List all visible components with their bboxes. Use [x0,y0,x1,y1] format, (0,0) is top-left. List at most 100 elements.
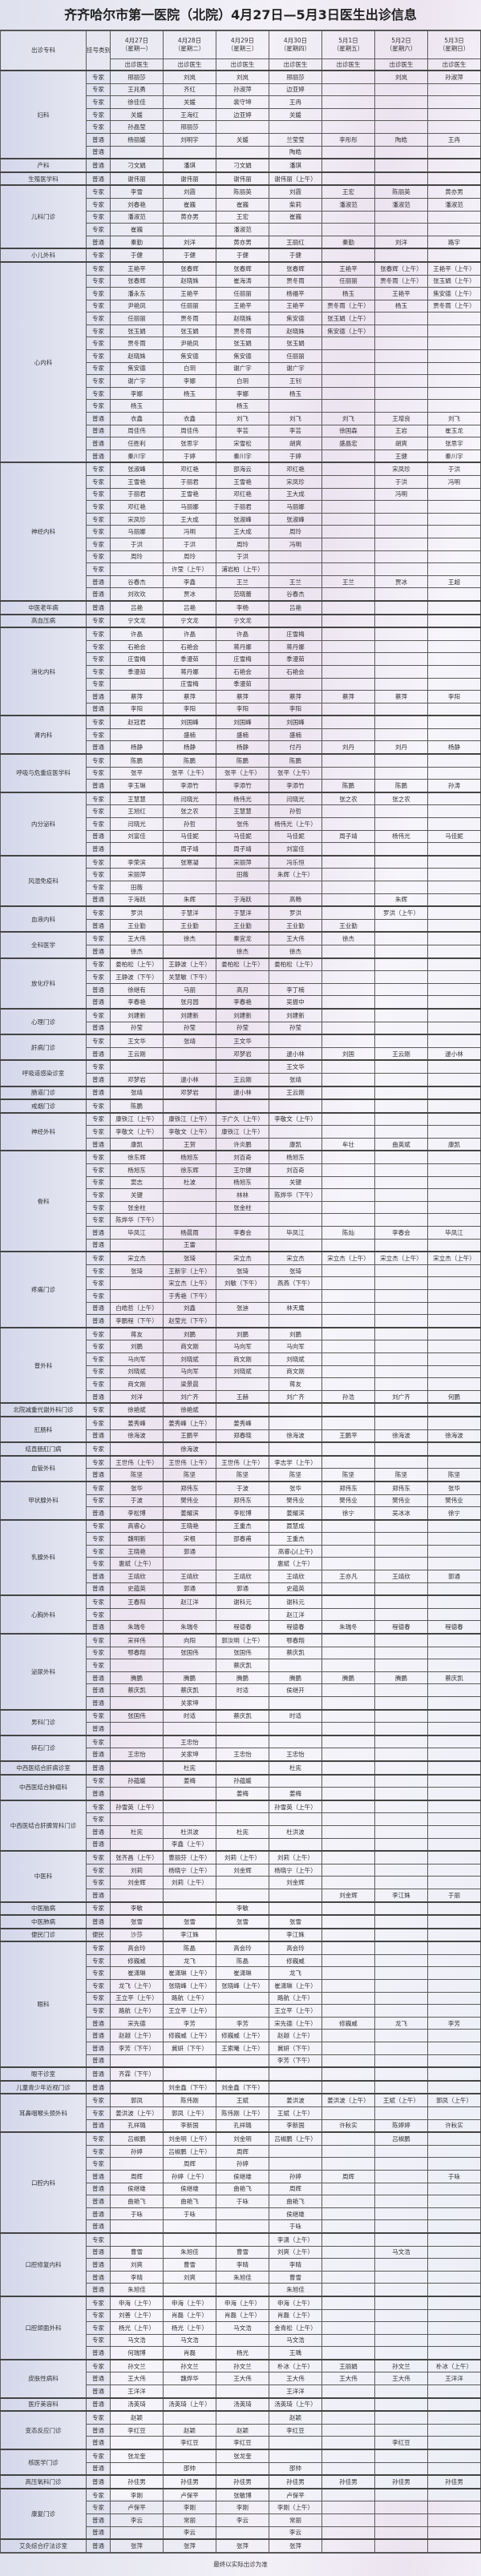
doctor-cell: 林林 [216,1188,269,1202]
doctor-cell: 蔡萍 [269,690,322,703]
doctor-cell: 肖磊 [163,2346,216,2360]
doctor-cell [321,2423,375,2437]
registration-type: 专家 [86,299,111,313]
doctor-cell: 樊伟业 [321,1494,375,1508]
department-name: 男科门诊 [0,1708,87,1736]
doctor-cell: 姜秀峰（上午） [163,1415,216,1430]
doctor-cell [374,1034,428,1048]
doctor-cell [427,512,481,526]
doctor-cell [110,1695,164,1711]
doctor-cell [321,587,375,602]
doctor-cell: 高会玲 [110,1941,164,1955]
doctor-cell [216,1927,269,1942]
doctor-cell [374,500,428,514]
doctor-header: 出诊医生 [427,58,481,71]
doctor-cell [216,2066,269,2082]
doctor-cell: 王索曦（上午） [216,2042,269,2055]
doctor-cell [110,2526,164,2540]
doctor-cell [427,2054,481,2068]
doctor-cell: 李红豆 [163,2436,216,2450]
doctor-cell: 刘飞 [427,412,481,425]
table-row: 专家 张春辉 赵晓姝 崔海涛 贾冬雨 任丽丽 贾冬雨（上午） 张玉娟（上午） [1,274,481,288]
doctor-cell [427,562,481,576]
department-name: 康复门诊 [0,2487,87,2540]
doctor-cell: 邓红艳 [216,487,269,502]
doctor-cell: 白皓哲（上午） [110,1301,164,1316]
doctor-cell [427,1007,481,1022]
registration-type: 普通 [86,2397,111,2412]
doctor-cell: 侯继雄 [216,2169,269,2183]
doctor-cell [374,1085,428,1100]
doctor-cell: 许晶 [216,627,269,641]
doctor-cell [321,171,375,186]
doctor-cell: 许晶 [163,627,216,641]
doctor-cell: 曹雪 [269,2270,322,2284]
doctor-cell: 贾冰 [374,574,428,589]
doctor-cell: 孙哲 [163,817,216,831]
doctor-cell: 姜秀峰 [110,1415,164,1430]
doctor-cell: 刘百奇 [216,1150,269,1165]
doctor-cell [321,1722,375,1736]
doctor-cell: 季漫茹 [269,652,322,666]
doctor-cell [321,652,375,666]
registration-type: 普通 [86,944,111,959]
doctor-cell: 陈鹏 [216,753,269,768]
doctor-cell: 杨丽媛 [110,132,164,147]
doctor-cell [163,1557,216,1571]
registration-type: 专家 [86,2333,111,2348]
doctor-cell [374,1326,428,1341]
doctor-cell [321,2283,375,2297]
doctor-cell [321,537,375,551]
doctor-cell: 蔡庆凯 [163,1683,216,1697]
department-name: 中西医结合肿瘤科 [0,1773,87,1801]
table-row: 核医学门诊 专家 张龙奎 张龙奎 [0,2449,481,2476]
doctor-cell: 高畅 [269,893,322,907]
doctor-cell: 谢伟丽 [163,171,216,186]
doctor-cell: 徐佳佳 [110,95,164,109]
registration-type: 普通 [86,1301,111,1316]
doctor-cell: 高会玲 [216,1941,269,1955]
table-row: 肝病门诊 专家 王文华 张靖 王文华 [0,1034,481,1061]
doctor-cell: 刘金辉 [269,1876,322,1889]
department-name: 结直肠肛门病 [0,1441,87,1457]
doctor-cell [374,312,428,325]
doctor-cell [427,944,481,959]
doctor-cell [269,1402,322,1417]
doctor-cell: 刘洋 [163,235,216,249]
doctor-cell: 刘金辉 [321,1888,375,1903]
doctor-cell: 王海红 [163,107,216,122]
doctor-cell: 侯继雄 [163,2182,216,2196]
registration-type: 普通 [86,1085,111,1100]
doctor-cell [374,957,428,972]
doctor-cell [321,2144,375,2159]
doctor-cell [374,2054,428,2068]
registration-type: 专家 [86,1289,111,1303]
table-row: 专家 贾冬雨 尹艳凤 张玉娟 张玉娟 [1,337,481,351]
doctor-cell [321,2106,375,2120]
doctor-cell: 于洪 [427,462,481,477]
table-row: 专家 王兆勇 齐红 孙淑萍 边亚婷 [1,83,481,97]
registration-type: 专家 [86,1594,111,1609]
doctor-cell: 朱旭佳 [110,2283,164,2297]
doctor-cell: 王静波（下午） [110,970,164,984]
doctor-cell: 于洪 [163,537,216,551]
doctor-cell [427,145,481,159]
registration-type: 普通 [86,2054,111,2068]
doctor-cell: 张伟 [216,817,269,831]
doctor-cell: 陈鹏 [321,779,375,793]
doctor-cell: 谢伟丽 [216,171,269,186]
doctor-cell: 李芳 [216,2016,269,2030]
doctor-cell: 王文华 [110,1034,164,1048]
doctor-cell: 关键 [110,1188,164,1202]
department-name: 口腔颌面外科 [0,2295,87,2360]
doctor-cell [427,2219,481,2234]
registration-type: 专家 [86,2501,111,2514]
doctor-cell: 宋立杰 [216,1251,269,1265]
doctor-cell: 徐艳斌 [163,1402,216,1417]
table-row: 专家 盛楠 盛楠 盛楠 [1,728,481,742]
doctor-cell [427,905,481,920]
registration-type: 普通 [86,599,111,615]
table-row: 泌尿外科 专家 宋祥伟 向阳 郭汝明（上午） 鄂春翔 [0,1633,481,1711]
doctor-cell [321,1594,375,1609]
doctor-cell [216,2219,269,2234]
